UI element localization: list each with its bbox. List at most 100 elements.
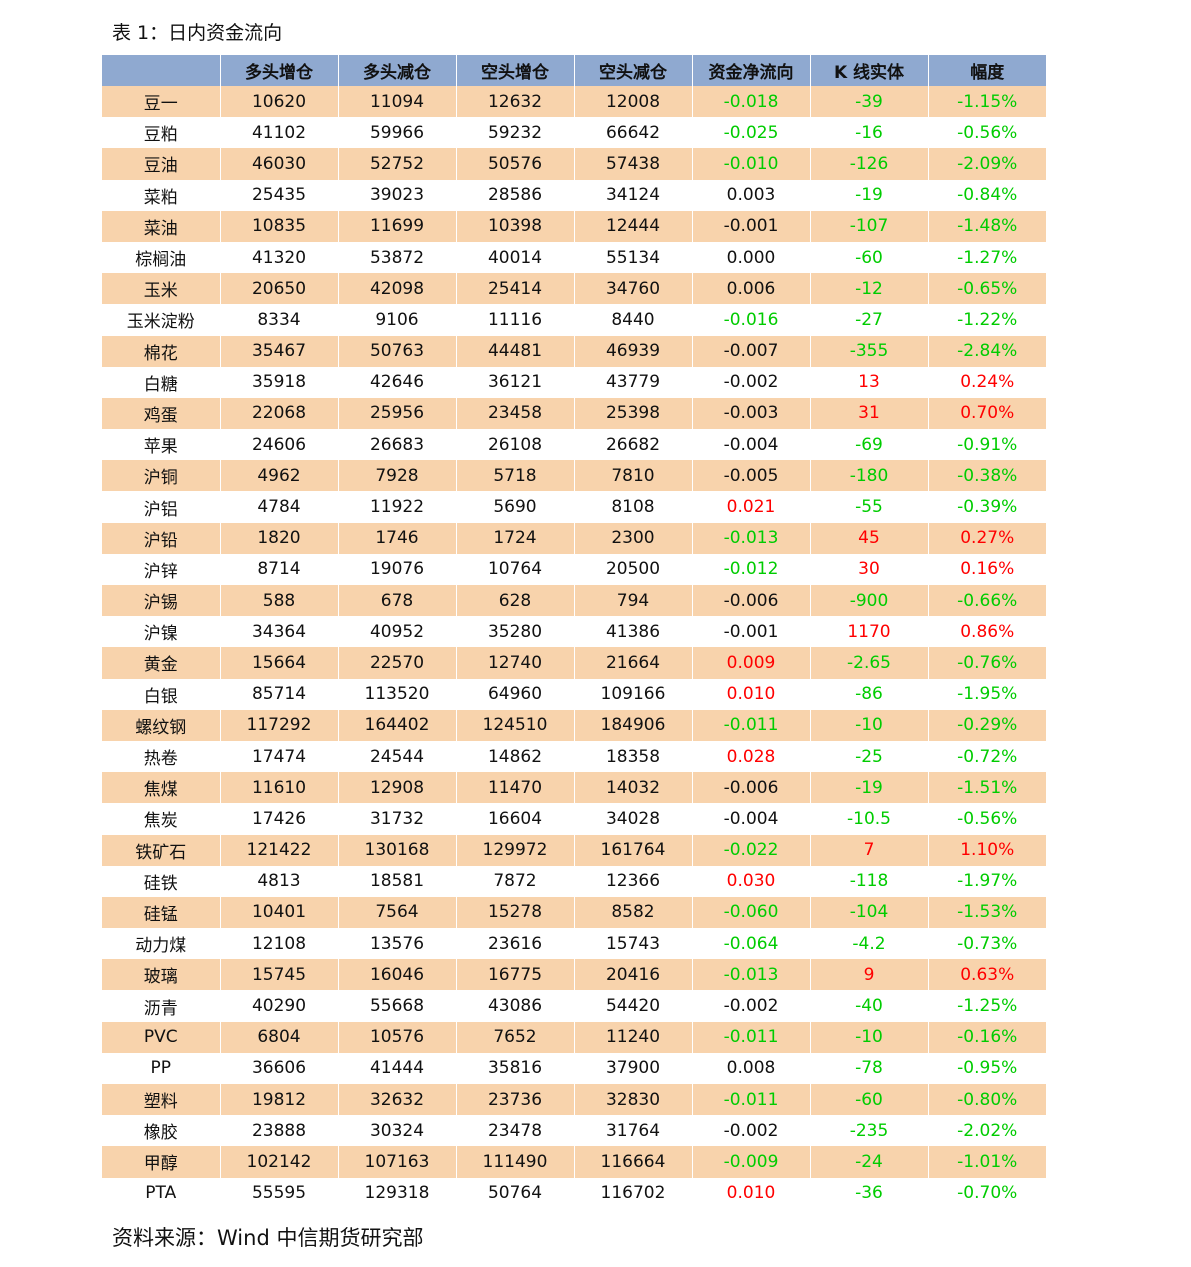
short-decrease-cell: 37900 xyxy=(573,1052,692,1084)
table-row: 螺纹钢 117292 164402 124510 184906 -0.011 -10 -0.2… xyxy=(102,709,1046,741)
long-increase-cell: 19812 xyxy=(219,1084,338,1116)
table-row: 沪铅 1820 1746 1724 2300 -0.013 45 0.27% xyxy=(102,522,1046,554)
product-name-cell: 菜油 xyxy=(102,210,220,242)
short-decrease-cell: 116702 xyxy=(573,1177,692,1209)
product-name-cell: 热卷 xyxy=(102,740,220,773)
short-decrease-cell: 57438 xyxy=(573,148,692,180)
product-name-cell: 沪铜 xyxy=(102,460,220,492)
table-row: 热卷 17474 24544 14862 18358 0.028 -25 -0.72% xyxy=(102,740,1046,773)
long-increase-cell: 34364 xyxy=(219,616,338,648)
short-decrease-cell: 8440 xyxy=(573,304,692,336)
k-body-cell: -39 xyxy=(809,86,928,118)
net-flow-cell: -0.016 xyxy=(691,304,810,336)
table-row: 橡胶 23888 30324 23478 31764 -0.002 -235 -2.02% xyxy=(102,1115,1046,1147)
short-decrease-cell: 34124 xyxy=(573,179,692,211)
product-name-cell: 硅锰 xyxy=(102,896,220,929)
table-caption: 表 1：日内资金流向 xyxy=(112,22,283,44)
short-decrease-cell: 26682 xyxy=(573,429,692,461)
short-decrease-cell: 34760 xyxy=(573,273,692,305)
short-increase-cell: 43086 xyxy=(455,990,574,1022)
k-body-cell: -235 xyxy=(809,1115,928,1147)
long-increase-cell: 36606 xyxy=(219,1052,338,1084)
short-increase-cell: 64960 xyxy=(455,678,574,710)
long-decrease-cell: 16046 xyxy=(337,959,456,991)
k-body-cell: 1170 xyxy=(809,616,928,648)
net-flow-cell: 0.006 xyxy=(691,273,810,305)
table-row: 沪铝 4784 11922 5690 8108 0.021 -55 -0.39% xyxy=(102,491,1046,523)
net-flow-cell: -0.064 xyxy=(691,928,810,960)
short-increase-cell: 25414 xyxy=(455,273,574,305)
k-body-cell: 31 xyxy=(809,397,928,430)
long-increase-cell: 1820 xyxy=(219,522,338,554)
short-decrease-cell: 20500 xyxy=(573,553,692,585)
short-increase-cell: 23616 xyxy=(455,928,574,960)
short-decrease-cell: 21664 xyxy=(573,647,692,679)
header-short-decrease: 空头减仓 xyxy=(573,55,692,86)
product-name-cell: 苹果 xyxy=(102,429,220,461)
long-increase-cell: 41102 xyxy=(219,117,338,149)
header-long-increase: 多头增仓 xyxy=(219,55,338,86)
long-increase-cell: 12108 xyxy=(219,928,338,960)
change-pct-cell: -0.16% xyxy=(927,1021,1046,1053)
k-body-cell: -60 xyxy=(809,241,928,274)
header-long-decrease: 多头减仓 xyxy=(337,55,456,86)
product-name-cell: 沪铝 xyxy=(102,491,220,523)
table-row: 硅锰 10401 7564 15278 8582 -0.060 -104 -1.53% xyxy=(102,896,1046,929)
product-name-cell: 动力煤 xyxy=(102,928,220,960)
long-increase-cell: 22068 xyxy=(219,397,338,430)
long-decrease-cell: 7928 xyxy=(337,460,456,492)
long-increase-cell: 121422 xyxy=(219,834,338,866)
short-increase-cell: 12632 xyxy=(455,86,574,118)
change-pct-cell: -0.80% xyxy=(927,1084,1046,1116)
table-row: PVC 6804 10576 7652 11240 -0.011 -10 -0.16% xyxy=(102,1021,1046,1053)
long-increase-cell: 35467 xyxy=(219,335,338,367)
change-pct-cell: -1.22% xyxy=(927,304,1046,336)
change-pct-cell: -2.84% xyxy=(927,335,1046,367)
k-body-cell: -60 xyxy=(809,1084,928,1116)
k-body-cell: -10.5 xyxy=(809,803,928,835)
table-row: 豆油 46030 52752 50576 57438 -0.010 -126 -2.09% xyxy=(102,148,1046,180)
short-increase-cell: 23736 xyxy=(455,1084,574,1116)
change-pct-cell: -1.27% xyxy=(927,241,1046,274)
short-increase-cell: 1724 xyxy=(455,522,574,554)
product-name-cell: 棉花 xyxy=(102,335,220,367)
short-decrease-cell: 116664 xyxy=(573,1146,692,1178)
long-decrease-cell: 53872 xyxy=(337,241,456,274)
header-short-increase: 空头增仓 xyxy=(455,55,574,86)
long-increase-cell: 40290 xyxy=(219,990,338,1022)
change-pct-cell: -2.02% xyxy=(927,1115,1046,1147)
short-decrease-cell: 14032 xyxy=(573,772,692,804)
product-name-cell: 铁矿石 xyxy=(102,834,220,866)
k-body-cell: -126 xyxy=(809,148,928,180)
header-net-flow: 资金净流向 xyxy=(691,55,810,86)
long-decrease-cell: 42098 xyxy=(337,273,456,305)
table-header: 多头增仓 多头减仓 空头增仓 空头减仓 资金净流向 K 线实体 幅度 xyxy=(102,55,1046,86)
long-decrease-cell: 41444 xyxy=(337,1052,456,1084)
short-increase-cell: 11116 xyxy=(455,304,574,336)
short-decrease-cell: 18358 xyxy=(573,740,692,773)
product-name-cell: 塑料 xyxy=(102,1084,220,1116)
long-decrease-cell: 39023 xyxy=(337,179,456,211)
long-increase-cell: 10835 xyxy=(219,210,338,242)
change-pct-cell: -1.01% xyxy=(927,1146,1046,1178)
change-pct-cell: -0.29% xyxy=(927,709,1046,741)
net-flow-cell: -0.012 xyxy=(691,553,810,585)
table-row: 棉花 35467 50763 44481 46939 -0.007 -355 -2.84% xyxy=(102,335,1046,367)
k-body-cell: -104 xyxy=(809,896,928,929)
product-name-cell: PP xyxy=(102,1052,220,1084)
short-increase-cell: 35816 xyxy=(455,1052,574,1084)
k-body-cell: -55 xyxy=(809,491,928,523)
long-decrease-cell: 50763 xyxy=(337,335,456,367)
change-pct-cell: 0.27% xyxy=(927,522,1046,554)
table-row: 沪铜 4962 7928 5718 7810 -0.005 -180 -0.38% xyxy=(102,460,1046,492)
change-pct-cell: -0.38% xyxy=(927,460,1046,492)
net-flow-cell: -0.009 xyxy=(691,1146,810,1178)
long-increase-cell: 55595 xyxy=(219,1177,338,1209)
k-body-cell: -107 xyxy=(809,210,928,242)
change-pct-cell: -1.48% xyxy=(927,210,1046,242)
product-name-cell: 黄金 xyxy=(102,647,220,679)
net-flow-cell: -0.003 xyxy=(691,397,810,430)
table-row: 塑料 19812 32632 23736 32830 -0.011 -60 -0.80% xyxy=(102,1084,1046,1116)
product-name-cell: 沥青 xyxy=(102,990,220,1022)
long-decrease-cell: 19076 xyxy=(337,553,456,585)
